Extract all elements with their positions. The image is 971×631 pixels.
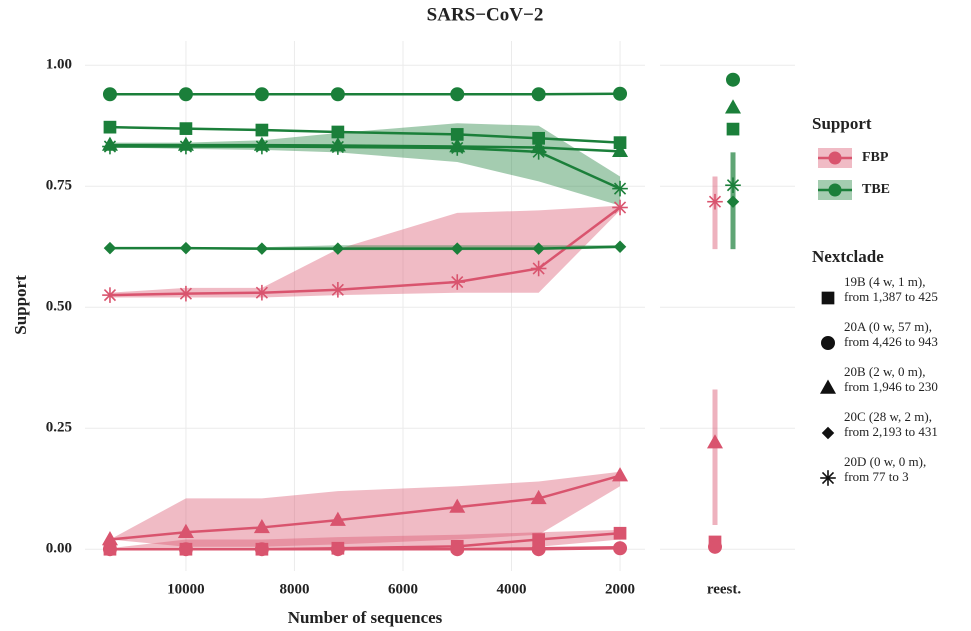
x-tick-label: 4000 bbox=[497, 581, 527, 597]
legend-label: TBE bbox=[862, 182, 890, 197]
point bbox=[530, 144, 547, 160]
point bbox=[612, 180, 628, 197]
side-category-label: reest. bbox=[707, 581, 742, 597]
y-tick-label: 0.25 bbox=[46, 420, 72, 436]
point bbox=[331, 542, 345, 556]
point bbox=[254, 87, 269, 102]
point bbox=[706, 434, 724, 449]
point bbox=[530, 260, 547, 277]
chart-title: SARS−CoV−2 bbox=[427, 4, 544, 25]
y-tick-label: 0.75 bbox=[46, 178, 72, 194]
legend-title: Support bbox=[812, 114, 872, 133]
point bbox=[725, 177, 741, 194]
point bbox=[178, 285, 194, 302]
point bbox=[255, 542, 269, 556]
legend-label: 19B (4 w, 1 m), bbox=[844, 274, 926, 289]
legend-key bbox=[828, 183, 842, 197]
point bbox=[612, 199, 628, 216]
point bbox=[103, 120, 117, 134]
x-tick-label: 2000 bbox=[605, 581, 635, 597]
point bbox=[820, 470, 836, 486]
point bbox=[532, 542, 545, 555]
point bbox=[255, 242, 269, 255]
legend-key bbox=[828, 151, 842, 165]
legend-label: 20A (0 w, 57 m), bbox=[844, 319, 932, 334]
point bbox=[103, 542, 117, 556]
point bbox=[102, 287, 118, 303]
ribbon bbox=[109, 205, 621, 298]
point bbox=[450, 87, 465, 102]
point bbox=[724, 99, 742, 114]
point bbox=[253, 518, 270, 534]
legend-label: 20B (2 w, 0 m), bbox=[844, 364, 926, 379]
point bbox=[331, 242, 345, 255]
point bbox=[179, 542, 193, 556]
point bbox=[449, 140, 466, 156]
point bbox=[821, 291, 835, 305]
point bbox=[254, 138, 270, 155]
point bbox=[102, 87, 117, 102]
point bbox=[612, 467, 629, 482]
x-tick-label: 10000 bbox=[167, 581, 205, 597]
legend-label: FBP bbox=[862, 150, 889, 165]
point bbox=[330, 281, 346, 298]
point bbox=[254, 284, 270, 301]
point bbox=[821, 336, 835, 350]
point bbox=[178, 138, 194, 155]
point bbox=[179, 122, 193, 135]
point bbox=[819, 379, 837, 394]
point bbox=[178, 87, 193, 102]
legend-label: 20C (28 w, 2 m), bbox=[844, 409, 932, 424]
point bbox=[726, 122, 740, 136]
point bbox=[449, 274, 466, 290]
point bbox=[613, 240, 627, 253]
y-tick-label: 0.00 bbox=[46, 541, 72, 557]
point bbox=[330, 139, 346, 155]
legend-label: from 2,193 to 431 bbox=[844, 424, 938, 439]
point bbox=[726, 195, 740, 208]
legend-label: from 1,387 to 425 bbox=[844, 289, 938, 304]
point bbox=[530, 489, 547, 505]
point bbox=[177, 523, 194, 538]
point bbox=[613, 526, 627, 540]
point bbox=[451, 242, 464, 255]
y-tick-label: 1.00 bbox=[46, 57, 72, 73]
x-axis-title: Number of sequences bbox=[288, 608, 443, 627]
point bbox=[451, 542, 464, 556]
point bbox=[708, 541, 722, 554]
point bbox=[612, 142, 629, 158]
point bbox=[103, 241, 117, 255]
point bbox=[532, 242, 545, 255]
x-tick-label: 6000 bbox=[388, 581, 418, 597]
x-tick-label: 8000 bbox=[279, 581, 309, 597]
point bbox=[613, 541, 627, 554]
point bbox=[449, 498, 466, 513]
point bbox=[531, 87, 546, 102]
point bbox=[330, 87, 345, 102]
y-axis-title: Support bbox=[11, 275, 30, 335]
legend-label: from 1,946 to 230 bbox=[844, 379, 938, 394]
point bbox=[329, 511, 346, 526]
point bbox=[726, 72, 740, 87]
legend-label: from 4,426 to 943 bbox=[844, 334, 938, 349]
point bbox=[255, 123, 269, 137]
point bbox=[331, 125, 345, 139]
legend-title: Nextclade bbox=[812, 247, 884, 266]
legend-label: 20D (0 w, 0 m), bbox=[844, 454, 926, 469]
point bbox=[707, 193, 723, 210]
point bbox=[821, 426, 835, 440]
legend-label: from 77 to 3 bbox=[844, 469, 909, 484]
y-tick-label: 0.50 bbox=[46, 299, 72, 315]
point bbox=[613, 86, 628, 101]
point bbox=[179, 241, 193, 255]
point bbox=[102, 138, 118, 155]
